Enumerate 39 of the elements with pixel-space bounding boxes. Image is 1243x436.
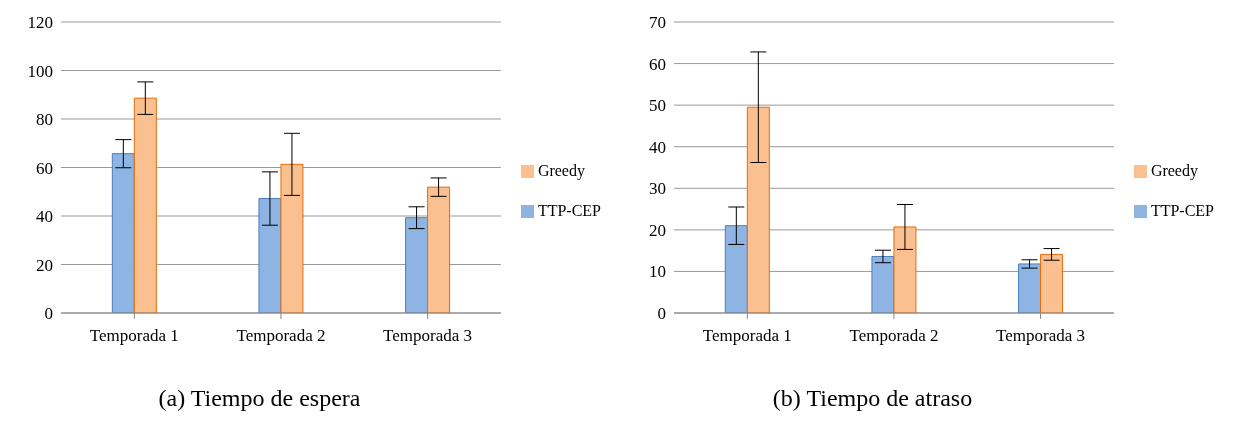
legend-label: Greedy: [537, 161, 585, 179]
x-tick-label: Temporada 3: [996, 326, 1086, 346]
y-tick-label: 10: [649, 262, 666, 282]
y-tick-label: 60: [36, 158, 53, 178]
y-tick-label: 80: [36, 110, 53, 130]
x-tick-label: Temporada 1: [89, 326, 179, 346]
y-tick-label: 0: [657, 304, 666, 324]
legend-label: TTP-CEP: [537, 201, 601, 219]
bar: [1040, 253, 1064, 313]
bar: [280, 163, 304, 313]
legend-label: Greedy: [1150, 161, 1198, 179]
text: (b) Tiempo de atraso: [771, 385, 974, 412]
y-tick-label: 100: [27, 61, 53, 81]
bar: [1018, 263, 1042, 313]
y-tick-label: 30: [649, 179, 666, 199]
bar: [893, 226, 917, 313]
y-tick-label: 70: [649, 13, 666, 33]
y-tick-label: 40: [649, 137, 666, 157]
y-tick-label: 60: [649, 54, 666, 74]
y-tick-label: 20: [649, 220, 666, 240]
x-tick-label: Temporada 3: [383, 326, 473, 346]
y-tick-label: 120: [27, 13, 53, 33]
x-tick-label: Temporada 2: [236, 326, 326, 346]
bar: [746, 106, 770, 313]
y-tick-label: 40: [36, 207, 53, 227]
y-tick-label: 0: [44, 304, 53, 324]
bar: [258, 198, 282, 313]
bar: [133, 97, 157, 313]
y-tick-label: 50: [649, 96, 666, 116]
bar: [871, 255, 895, 313]
bar: [427, 186, 451, 313]
y-tick-label: 20: [36, 255, 53, 275]
bar: [405, 217, 429, 313]
legend-label: TTP-CEP: [1150, 201, 1214, 219]
text: (a) Tiempo de espera: [157, 385, 362, 412]
bar: [724, 225, 748, 313]
x-tick-label: Temporada 2: [849, 326, 939, 346]
x-tick-label: Temporada 1: [702, 326, 792, 346]
bar: [111, 153, 135, 313]
